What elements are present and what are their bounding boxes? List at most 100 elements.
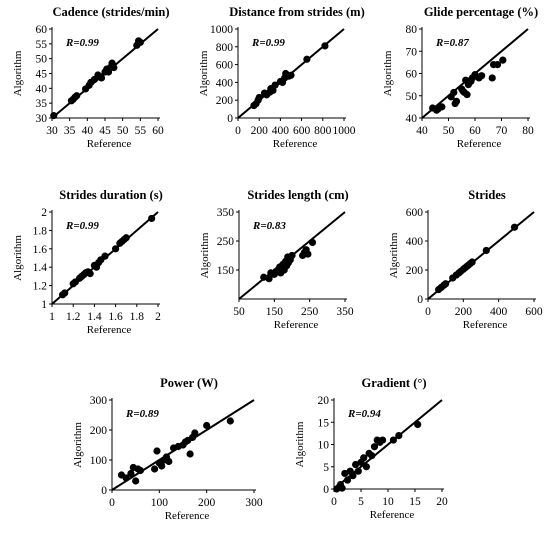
x-tick-label: 20 [436, 496, 448, 508]
y-tick-label: 2 [41, 207, 47, 219]
data-point [463, 91, 471, 99]
y-tick-label: 40 [406, 113, 418, 125]
y-tick-label: 0 [227, 113, 233, 125]
x-tick-label: 600 [293, 125, 311, 137]
x-tick-label: 50 [233, 306, 245, 318]
y-tick-label: 50 [406, 91, 418, 103]
y-tick-label: 1.2 [33, 281, 48, 293]
y-tick-label: 350 [217, 207, 235, 219]
x-tick-label: 0 [109, 497, 115, 509]
x-tick-label: 200 [455, 306, 473, 318]
data-point [379, 436, 387, 444]
y-axis-label: Algorithm [12, 50, 24, 96]
y-tick-label: 0 [323, 484, 329, 496]
x-tick-label: 70 [496, 125, 508, 137]
data-point [255, 93, 263, 102]
data-point [165, 457, 173, 466]
x-tick-label: 30 [46, 125, 58, 137]
x-tick-label: 400 [272, 125, 290, 137]
chart-title: Cadence (strides/min) [53, 5, 170, 19]
chart-title: Distance from strides (m) [229, 5, 365, 19]
y-tick-label: 1.4 [33, 262, 48, 274]
x-tick-label: 800 [314, 125, 332, 137]
data-point [349, 472, 357, 480]
x-tick-label: 1.8 [130, 311, 145, 323]
x-tick-label: 55 [135, 125, 147, 137]
data-point [510, 223, 519, 231]
data-point [203, 421, 211, 430]
x-axis-label: Reference [274, 319, 319, 331]
y-axis-label: Algorithm [388, 232, 400, 278]
x-tick-label: 45 [99, 125, 111, 137]
y-tick-label: 1 [41, 299, 47, 311]
y-tick-label: 200 [90, 425, 108, 437]
x-axis-label: Reference [87, 324, 132, 336]
data-point [370, 443, 379, 451]
y-tick-label: 0 [417, 294, 423, 306]
data-point [482, 246, 490, 255]
data-point [368, 452, 376, 460]
x-tick-label: 60 [469, 125, 481, 137]
chart-title: Strides duration (s) [59, 188, 162, 202]
y-axis-label: Algorithm [382, 50, 394, 96]
data-point [50, 112, 58, 120]
x-axis-label: Reference [457, 138, 502, 150]
y-tick-label: 600 [406, 207, 424, 219]
y-axis-label: Algorithm [72, 422, 84, 468]
x-axis-label: Reference [165, 510, 210, 522]
x-tick-label: 350 [336, 306, 354, 318]
x-tick-label: 0 [331, 496, 337, 508]
chart-title: Strides length (cm) [247, 188, 348, 202]
x-tick-label: 35 [64, 125, 76, 137]
y-tick-label: 60 [36, 24, 48, 36]
data-point [110, 63, 118, 72]
y-tick-label: 200 [216, 95, 234, 107]
correlation-label: R=0.89 [125, 408, 159, 420]
y-tick-label: 1.6 [33, 244, 48, 256]
y-tick-label: 55 [36, 39, 48, 51]
x-tick-label: 600 [525, 306, 543, 318]
data-point [86, 270, 94, 278]
data-point [493, 61, 502, 69]
x-tick-label: 80 [522, 125, 534, 137]
y-axis-label: Algorithm [294, 421, 306, 467]
x-tick-label: 60 [152, 125, 164, 137]
data-point [438, 103, 446, 111]
correlation-label: R=0.99 [251, 37, 285, 49]
x-tick-label: 200 [198, 497, 216, 509]
data-point [304, 250, 312, 258]
x-tick-label: 10 [382, 496, 394, 508]
data-point [153, 447, 161, 455]
data-point [112, 245, 120, 253]
correlation-label: R=0.99 [65, 37, 99, 49]
x-tick-label: 50 [117, 125, 129, 137]
x-tick-label: 400 [490, 306, 508, 318]
data-point [288, 251, 296, 260]
x-tick-label: 1.4 [87, 311, 102, 323]
data-point [321, 42, 329, 50]
y-tick-label: 600 [216, 60, 234, 72]
y-tick-label: 250 [217, 236, 235, 248]
data-point [352, 460, 360, 469]
data-point [343, 476, 352, 484]
correlation-label: R=0.99 [65, 220, 99, 232]
y-tick-label: 800 [216, 42, 234, 54]
data-point [151, 465, 159, 473]
y-tick-label: 1000 [210, 24, 233, 36]
data-point [136, 466, 144, 475]
data-point [341, 469, 349, 478]
data-point [73, 92, 81, 100]
data-point [186, 450, 194, 458]
y-tick-label: 400 [406, 236, 424, 248]
x-tick-label: 150 [266, 306, 284, 318]
x-tick-label: 0 [235, 125, 241, 137]
chart-title: Power (W) [160, 376, 218, 390]
y-tick-label: 70 [406, 46, 418, 58]
y-tick-label: 60 [406, 69, 418, 81]
x-axis-label: Reference [463, 319, 508, 331]
data-point [127, 469, 135, 478]
x-tick-label: 50 [443, 125, 455, 137]
data-point [122, 474, 130, 482]
